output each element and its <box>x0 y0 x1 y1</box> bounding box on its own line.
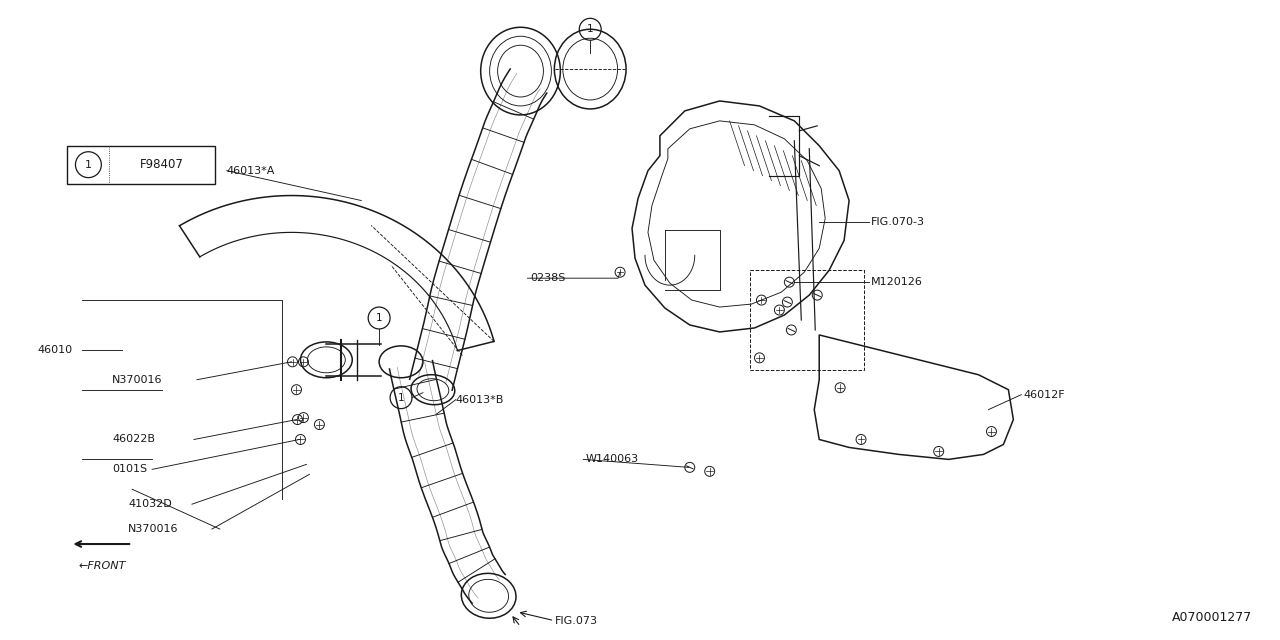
Text: 46012F: 46012F <box>1023 390 1065 399</box>
Text: FIG.073: FIG.073 <box>556 616 598 626</box>
Text: ←FRONT: ←FRONT <box>78 561 125 571</box>
Text: F98407: F98407 <box>140 158 184 171</box>
Text: W140063: W140063 <box>585 454 639 465</box>
Text: 46013*A: 46013*A <box>227 166 275 175</box>
Text: 1: 1 <box>398 393 404 403</box>
Text: N370016: N370016 <box>128 524 179 534</box>
Text: 1: 1 <box>588 24 594 35</box>
Text: 0238S: 0238S <box>530 273 566 283</box>
Text: 41032D: 41032D <box>128 499 172 509</box>
Text: 46013*B: 46013*B <box>456 395 504 404</box>
Bar <box>750 270 864 370</box>
Text: 46022B: 46022B <box>113 435 155 444</box>
Bar <box>68 146 215 184</box>
Text: A070001277: A070001277 <box>1172 611 1252 623</box>
Text: N370016: N370016 <box>113 375 163 385</box>
Text: FIG.070-3: FIG.070-3 <box>870 218 925 227</box>
Text: 46010: 46010 <box>37 345 73 355</box>
Text: 1: 1 <box>376 313 383 323</box>
Text: M120126: M120126 <box>870 277 923 287</box>
Text: 0101S: 0101S <box>113 465 147 474</box>
Text: 1: 1 <box>84 159 92 170</box>
